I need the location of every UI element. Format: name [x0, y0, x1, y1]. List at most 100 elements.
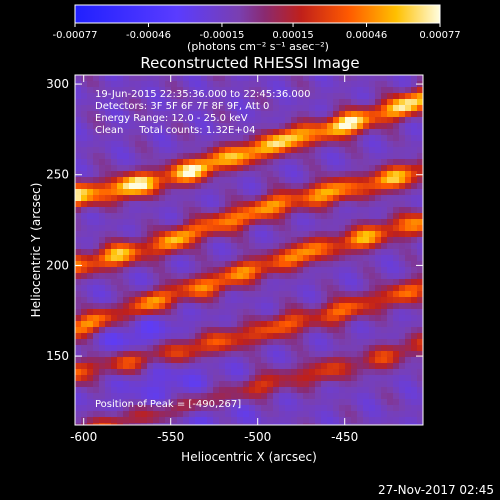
heatmap-cell	[363, 207, 369, 213]
heatmap-cell	[105, 321, 111, 327]
heatmap-cell	[405, 93, 411, 99]
heatmap-cell	[315, 405, 321, 411]
heatmap-cell	[375, 351, 381, 357]
heatmap-cell	[141, 423, 147, 425]
heatmap-cell	[183, 87, 189, 93]
heatmap-cell	[153, 129, 159, 135]
heatmap-cell	[117, 93, 123, 99]
heatmap-cell	[363, 123, 369, 129]
heatmap-cell	[171, 339, 177, 345]
heatmap-cell	[417, 375, 423, 381]
heatmap-cell	[375, 135, 381, 141]
heatmap-cell	[207, 195, 213, 201]
heatmap-cell	[315, 423, 321, 425]
x-tick-label: -550	[157, 430, 184, 444]
heatmap-cell	[165, 111, 171, 117]
heatmap-cell	[105, 135, 111, 141]
heatmap-cell	[177, 207, 183, 213]
heatmap-cell	[399, 351, 405, 357]
heatmap-cell	[393, 411, 399, 417]
heatmap-cell	[123, 285, 129, 291]
heatmap-cell	[321, 165, 327, 171]
heatmap-cell	[129, 129, 135, 135]
heatmap-cell	[333, 141, 339, 147]
heatmap-cell	[297, 345, 303, 351]
heatmap-cell	[399, 321, 405, 327]
heatmap-cell	[147, 123, 153, 129]
heatmap-cell	[93, 147, 99, 153]
heatmap-cell	[267, 303, 273, 309]
heatmap-cell	[357, 231, 363, 237]
heatmap-cell	[165, 87, 171, 93]
heatmap-cell	[183, 99, 189, 105]
heatmap-cell	[417, 105, 423, 111]
heatmap-cell	[273, 327, 279, 333]
heatmap-cell	[369, 261, 375, 267]
heatmap-cell	[387, 375, 393, 381]
y-tick-label: 300	[46, 77, 69, 91]
heatmap-cell	[363, 399, 369, 405]
heatmap-cell	[105, 183, 111, 189]
heatmap-cell	[279, 297, 285, 303]
heatmap-cell	[177, 255, 183, 261]
heatmap-cell	[105, 81, 111, 87]
heatmap-cell	[339, 273, 345, 279]
heatmap-cell	[165, 255, 171, 261]
heatmap-cell	[189, 423, 195, 425]
heatmap-cell	[183, 135, 189, 141]
heatmap-cell	[219, 261, 225, 267]
heatmap-cell	[129, 183, 135, 189]
heatmap-cell	[369, 141, 375, 147]
heatmap-cell	[321, 267, 327, 273]
heatmap-cell	[411, 273, 417, 279]
heatmap-cell	[93, 195, 99, 201]
heatmap-cell	[129, 207, 135, 213]
heatmap-cell	[357, 381, 363, 387]
heatmap-cell	[303, 195, 309, 201]
heatmap-cell	[321, 309, 327, 315]
heatmap-cell	[303, 225, 309, 231]
heatmap-cell	[297, 171, 303, 177]
heatmap-cell	[141, 123, 147, 129]
heatmap-cell	[129, 225, 135, 231]
heatmap-cell	[303, 417, 309, 423]
heatmap-cell	[279, 231, 285, 237]
heatmap	[75, 75, 423, 425]
heatmap-cell	[207, 183, 213, 189]
heatmap-cell	[99, 339, 105, 345]
heatmap-cell	[201, 315, 207, 321]
heatmap-cell	[267, 255, 273, 261]
heatmap-cell	[291, 399, 297, 405]
heatmap-cell	[111, 81, 117, 87]
heatmap-cell	[147, 195, 153, 201]
heatmap-cell	[351, 405, 357, 411]
heatmap-cell	[123, 147, 129, 153]
heatmap-cell	[297, 117, 303, 123]
heatmap-cell	[117, 237, 123, 243]
heatmap-cell	[369, 219, 375, 225]
heatmap-cell	[387, 393, 393, 399]
heatmap-cell	[213, 387, 219, 393]
heatmap-cell	[261, 117, 267, 123]
heatmap-cell	[375, 93, 381, 99]
heatmap-cell	[351, 357, 357, 363]
heatmap-cell	[369, 339, 375, 345]
heatmap-cell	[165, 81, 171, 87]
heatmap-cell	[249, 381, 255, 387]
heatmap-cell	[195, 243, 201, 249]
heatmap-cell	[213, 135, 219, 141]
heatmap-cell	[279, 273, 285, 279]
heatmap-cell	[93, 333, 99, 339]
heatmap-cell	[411, 327, 417, 333]
heatmap-cell	[369, 243, 375, 249]
heatmap-cell	[417, 369, 423, 375]
heatmap-cell	[321, 333, 327, 339]
heatmap-cell	[129, 291, 135, 297]
heatmap-cell	[303, 423, 309, 425]
heatmap-cell	[225, 207, 231, 213]
heatmap-cell	[189, 285, 195, 291]
heatmap-cell	[237, 423, 243, 425]
heatmap-cell	[273, 309, 279, 315]
heatmap-cell	[237, 225, 243, 231]
heatmap-cell	[351, 417, 357, 423]
